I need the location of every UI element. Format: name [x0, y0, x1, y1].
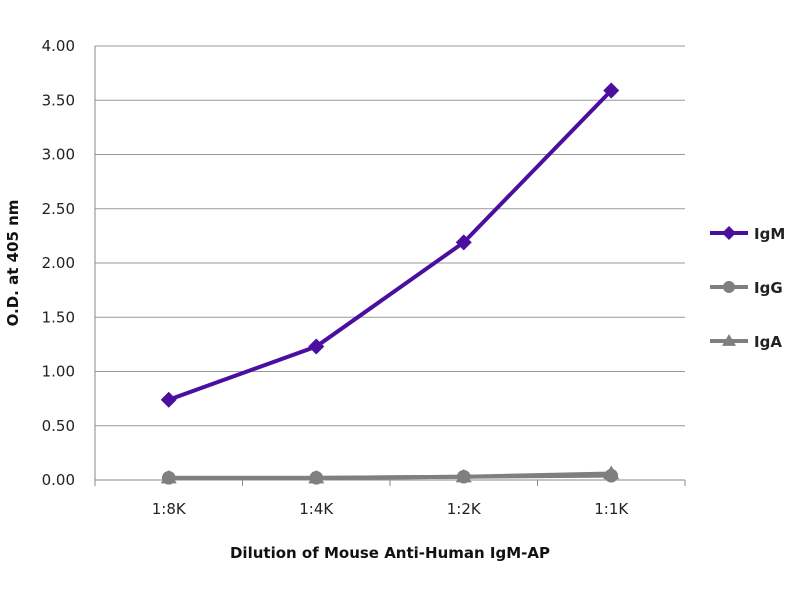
- data-point: [455, 234, 472, 251]
- y-tick-label: 2.00: [42, 254, 75, 272]
- y-tick-label: 1.00: [42, 363, 75, 381]
- y-tick-label: 3.50: [42, 91, 75, 109]
- x-tick-label: 1:1K: [594, 500, 629, 518]
- data-point: [604, 468, 619, 483]
- legend-marker: [723, 281, 735, 293]
- data-point: [160, 391, 177, 408]
- data-point: [603, 82, 620, 99]
- x-tick-label: 1:2K: [447, 500, 482, 518]
- y-tick-label: 0.50: [42, 417, 75, 435]
- legend-label: IgM: [754, 225, 785, 243]
- y-tick-label: 2.50: [42, 200, 75, 218]
- series-line-IgG: [168, 473, 612, 480]
- legend-marker: [722, 226, 736, 240]
- y-tick-label: 0.00: [42, 471, 75, 489]
- y-tick-label: 3.00: [42, 146, 75, 164]
- x-tick-label: 1:8K: [152, 500, 187, 518]
- data-point: [456, 469, 471, 484]
- y-axis-label: O.D. at 405 nm: [4, 200, 22, 327]
- x-axis-label: Dilution of Mouse Anti-Human IgM-AP: [230, 544, 550, 562]
- legend-label: IgG: [754, 279, 783, 297]
- data-point: [309, 471, 324, 485]
- legend-label: IgA: [754, 333, 782, 351]
- data-point: [308, 338, 325, 355]
- data-point: [161, 471, 176, 485]
- x-tick-label: 1:4K: [299, 500, 334, 518]
- y-tick-label: 4.00: [42, 37, 75, 55]
- series-line-IgM: [168, 89, 613, 402]
- y-tick-label: 1.50: [42, 308, 75, 326]
- legend-marker: [722, 334, 736, 346]
